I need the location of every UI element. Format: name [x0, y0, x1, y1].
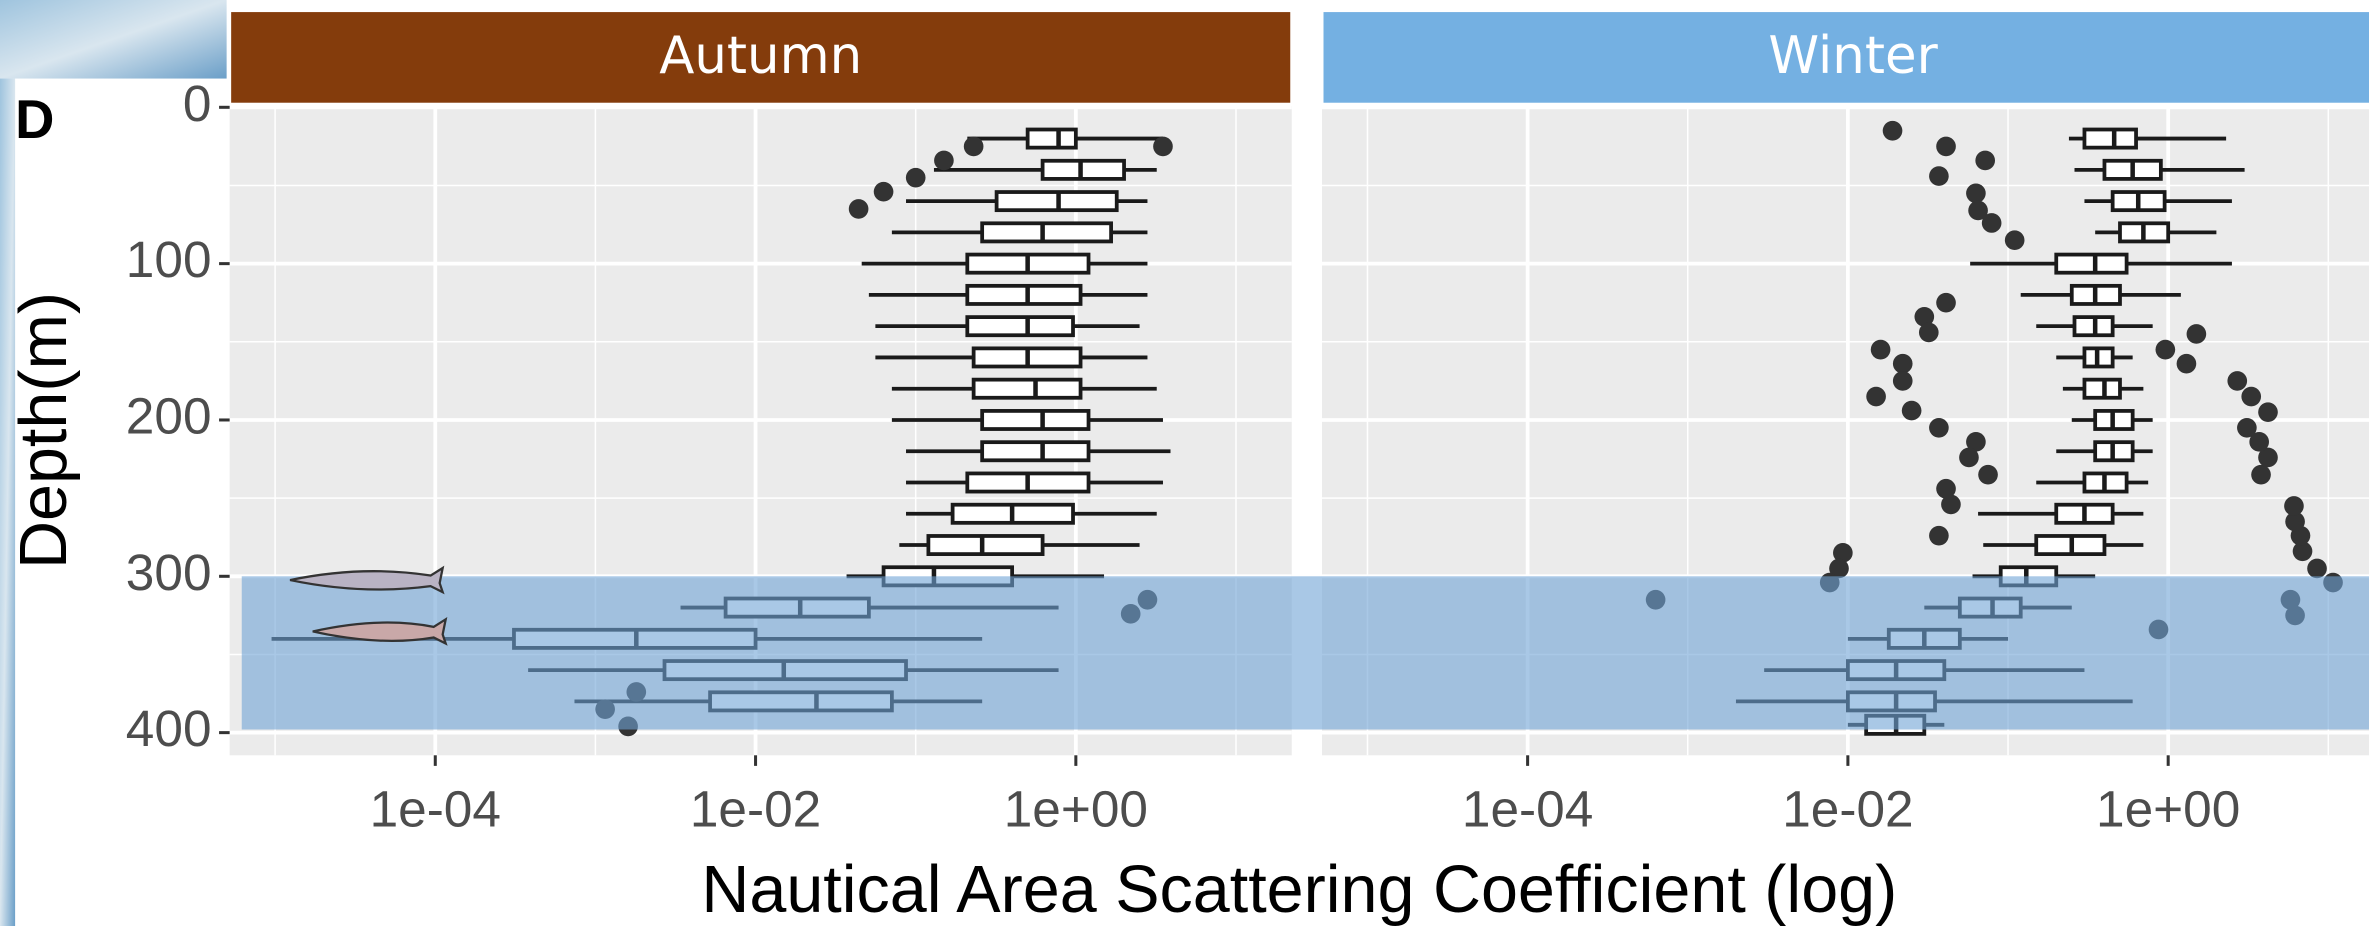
outlier-point: [934, 151, 954, 171]
outlier-point: [2241, 387, 2261, 407]
outlier-point: [2251, 465, 2271, 485]
outlier-point: [1929, 526, 1949, 546]
chart: Autumn 1e-04 1e-02 1e+00 Winter 1e-04 1e-02 1e+…: [0, 0, 2369, 926]
outlier-point: [1871, 340, 1891, 360]
depth-band: [242, 576, 2369, 729]
panel-label: D: [15, 89, 54, 150]
box: [928, 536, 1042, 554]
outlier-point: [1893, 354, 1913, 374]
y-tick-label: 400: [126, 700, 212, 757]
x-axis-title: Nautical Area Scattering Coefficient (lo…: [701, 853, 1897, 926]
box: [982, 411, 1088, 429]
outlier-point: [964, 137, 984, 157]
outlier-point: [874, 182, 894, 202]
outlier-point: [1893, 371, 1913, 391]
box: [967, 286, 1080, 304]
outlier-point: [2227, 371, 2247, 391]
box: [2084, 130, 2136, 148]
outlier-point: [2237, 418, 2257, 438]
y-tick-label: 100: [126, 231, 212, 288]
x-tick-label: 1e-04: [1462, 780, 1593, 837]
outlier-point: [1929, 418, 1949, 438]
box: [1028, 130, 1076, 148]
box: [967, 317, 1073, 335]
facet-title: Winter: [1768, 26, 1938, 86]
outlier-point: [1982, 213, 2002, 233]
plot-area: Autumn 1e-04 1e-02 1e+00 Winter 1e-04 1e-02 1e+…: [126, 11, 2369, 838]
outlier-point: [1941, 495, 1961, 515]
x-tick-label: 1e+00: [2096, 780, 2240, 837]
outlier-point: [2258, 402, 2278, 422]
box: [982, 442, 1088, 460]
box: [974, 380, 1081, 398]
outlier-point: [1902, 401, 1922, 421]
outlier-point: [849, 199, 869, 219]
outlier-point: [2284, 496, 2304, 516]
outlier-point: [1936, 293, 1956, 313]
outlier-point: [1929, 166, 1949, 186]
x-tick-label: 1e+00: [1004, 780, 1148, 837]
page: {"chart_data": { "type": "boxplot", "pan…: [0, 0, 2369, 926]
photo-fragment: [0, 0, 227, 79]
outlier-point: [2156, 340, 2176, 360]
outlier-point: [1883, 121, 1903, 141]
x-tick-label: 1e-04: [370, 780, 501, 837]
outlier-point: [1936, 137, 1956, 157]
outlier-point: [1975, 151, 1995, 171]
y-axis-title: Depth(m): [7, 292, 81, 569]
y-tick-label: 200: [126, 388, 212, 445]
box: [982, 223, 1111, 241]
outlier-point: [1978, 465, 1998, 485]
x-tick-label: 1e-02: [690, 780, 821, 837]
outlier-point: [1866, 387, 1886, 407]
outlier-point: [1966, 183, 1986, 203]
outlier-point: [2005, 230, 2025, 250]
outlier-point: [906, 168, 926, 188]
y-tick-label: 0: [183, 75, 212, 132]
y-tick-label: 300: [126, 544, 212, 601]
outlier-point: [1153, 137, 1173, 157]
outlier-point: [2177, 354, 2197, 374]
outlier-point: [2307, 559, 2327, 579]
outlier-point: [1919, 323, 1939, 343]
box: [1043, 161, 1124, 179]
outlier-point: [2187, 324, 2207, 344]
box: [2056, 255, 2126, 273]
outlier-point: [1959, 448, 1979, 468]
x-tick-label: 1e-02: [1782, 780, 1913, 837]
facet-title: Autumn: [659, 26, 862, 86]
